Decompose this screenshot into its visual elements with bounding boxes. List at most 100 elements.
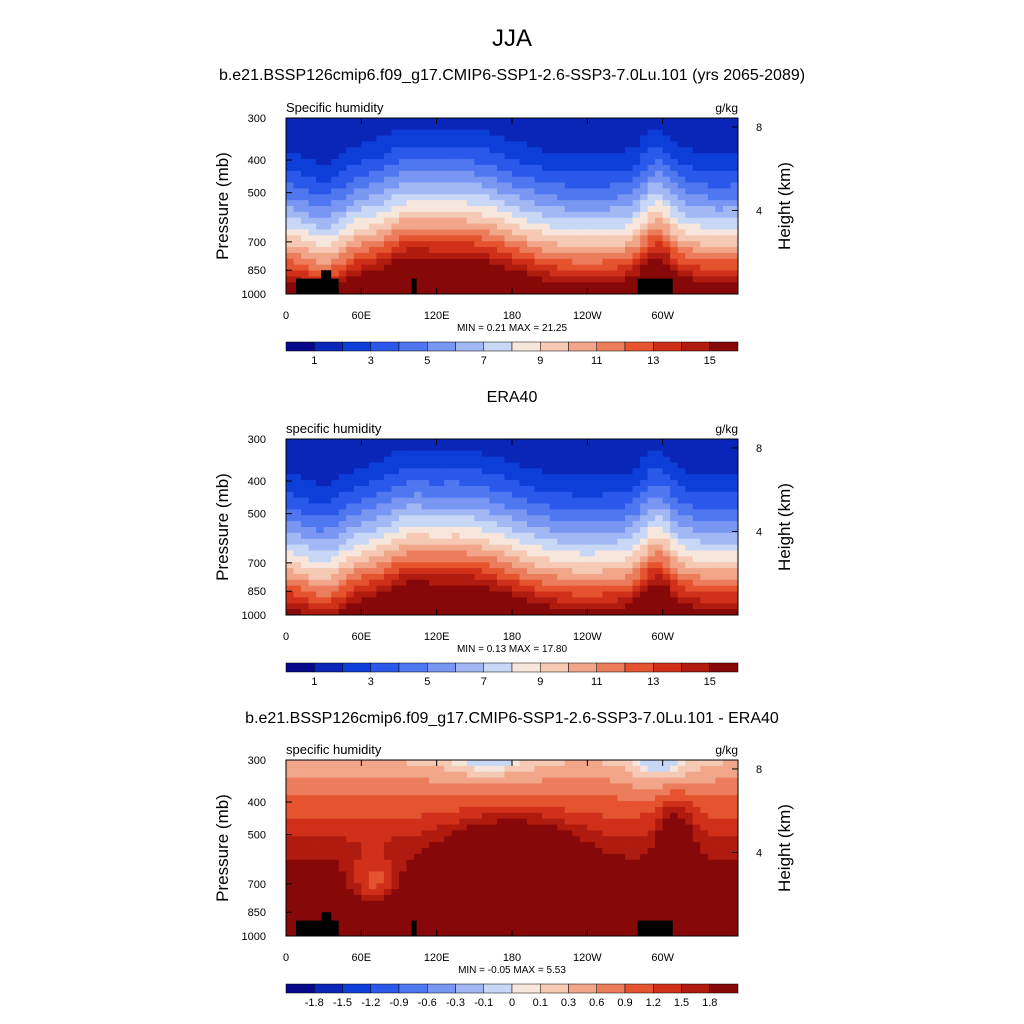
heatmap-cell <box>301 532 310 540</box>
heatmap-cell <box>730 229 738 236</box>
heatmap-cell <box>444 777 453 785</box>
heatmap-cell <box>715 247 724 254</box>
heatmap-cell <box>564 883 573 890</box>
heatmap-cell <box>414 883 423 890</box>
heatmap-cell <box>549 836 558 843</box>
heatmap-cell <box>670 159 679 166</box>
heatmap-cell <box>399 836 408 843</box>
heatmap-cell <box>368 252 377 260</box>
heatmap-cell <box>489 609 498 615</box>
heatmap-cell <box>406 527 415 534</box>
heatmap-cell <box>594 824 603 831</box>
heatmap-cell <box>557 235 566 242</box>
heatmap-cell <box>293 252 302 260</box>
heatmap-cell <box>421 591 430 598</box>
heatmap-cell <box>361 883 370 890</box>
heatmap-cell <box>730 118 738 125</box>
heatmap-cell <box>647 562 656 569</box>
heatmap-cell <box>632 579 641 587</box>
heatmap-cell <box>376 229 385 236</box>
heatmap-cell <box>519 264 528 272</box>
heatmap-cell <box>504 147 513 154</box>
heatmap-cell <box>692 176 701 184</box>
heatmap-cell <box>451 789 460 796</box>
heatmap-cell <box>391 509 400 516</box>
colorbar-swatch <box>427 341 456 352</box>
heatmap-cell <box>504 288 513 294</box>
heatmap-cell <box>301 801 310 808</box>
heatmap-cell <box>594 170 603 178</box>
heatmap-cell <box>308 591 317 598</box>
heatmap-cell <box>436 129 445 137</box>
heatmap-cell <box>685 164 694 172</box>
heatmap-cell <box>414 836 423 843</box>
heatmap-cell <box>406 194 415 201</box>
heatmap-cell <box>293 153 302 160</box>
heatmap-cell <box>594 515 603 522</box>
y-right-tick-label: 4 <box>756 526 762 538</box>
heatmap-cell <box>436 760 445 767</box>
heatmap-cell <box>722 211 732 219</box>
heatmap-cell <box>429 812 438 820</box>
heatmap-cell <box>338 135 347 143</box>
heatmap-cell <box>368 883 377 890</box>
heatmap-cell <box>640 509 649 516</box>
heatmap-cell <box>444 206 453 213</box>
heatmap-cell <box>376 247 385 254</box>
heatmap-cell <box>662 141 671 148</box>
heatmap-cell <box>474 153 483 160</box>
heatmap-cell <box>715 129 724 137</box>
heatmap-cell <box>308 568 317 575</box>
heatmap-cell <box>512 211 521 219</box>
heatmap-cell <box>399 912 408 919</box>
heatmap-cell <box>353 824 362 831</box>
heatmap-cell <box>655 538 664 546</box>
heatmap-cell <box>670 188 679 195</box>
heatmap-cell <box>353 288 362 294</box>
heatmap-cell <box>496 812 506 820</box>
heatmap-cell <box>625 521 634 528</box>
heatmap-cell <box>368 894 377 902</box>
heatmap-cell <box>429 211 438 219</box>
heatmap-cell <box>549 924 558 931</box>
heatmap-cell <box>338 527 347 534</box>
heatmap-cell <box>323 538 332 546</box>
heatmap-cell <box>609 288 619 294</box>
heatmap-cell <box>715 182 724 189</box>
heatmap-cell <box>338 270 347 277</box>
heatmap-cell <box>391 129 400 137</box>
heatmap-cell <box>444 153 453 160</box>
heatmap-cell <box>361 200 370 207</box>
heatmap-cell <box>625 252 634 260</box>
heatmap-cell <box>421 912 430 919</box>
heatmap-cell <box>640 585 649 593</box>
heatmap-cell <box>534 497 543 505</box>
heatmap-cell <box>481 241 490 248</box>
heatmap-cell <box>647 252 656 260</box>
heatmap-cell <box>286 550 295 557</box>
heatmap-cell <box>301 777 310 785</box>
heatmap-cell <box>376 503 385 510</box>
heatmap-cell <box>459 147 468 154</box>
heatmap-cell <box>368 824 377 831</box>
heatmap-cell <box>527 462 536 469</box>
heatmap-cell <box>338 806 347 814</box>
heatmap-cell <box>549 123 558 131</box>
heatmap-cell <box>361 147 370 154</box>
heatmap-cell <box>700 579 709 587</box>
heatmap-cell <box>677 241 686 248</box>
heatmap-cell <box>391 170 400 178</box>
heatmap-cell <box>670 223 679 231</box>
heatmap-cell <box>436 515 445 522</box>
heatmap-cell <box>293 497 302 505</box>
heatmap-cell <box>647 176 656 184</box>
heatmap-cell <box>655 444 664 452</box>
heatmap-cell <box>376 485 385 493</box>
heatmap-cell <box>414 170 423 178</box>
heatmap-cell <box>436 252 445 260</box>
heatmap-cell <box>293 889 302 896</box>
heatmap-cell <box>564 859 573 867</box>
heatmap-cell <box>594 801 603 808</box>
heatmap-cell <box>474 503 483 510</box>
heatmap-cell <box>632 556 641 563</box>
